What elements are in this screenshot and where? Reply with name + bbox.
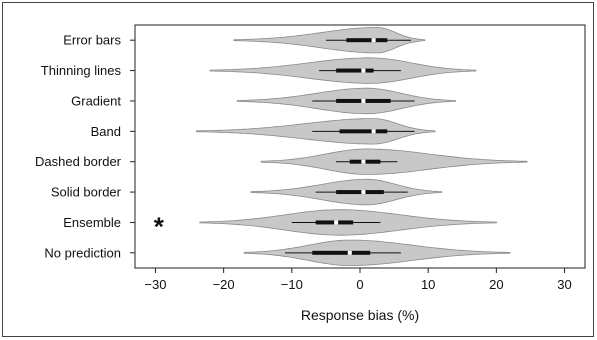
x-tick-label: −30	[144, 277, 166, 292]
x-axis-label: Response bias (%)	[301, 307, 419, 323]
x-tick-label: −10	[281, 277, 303, 292]
median-ensemble	[334, 220, 339, 225]
x-tick-label: −20	[213, 277, 235, 292]
x-tick-label: 20	[489, 277, 503, 292]
x-tick-label: 0	[356, 277, 363, 292]
category-label-gradient: Gradient	[71, 93, 121, 108]
category-label-band: Band	[91, 124, 121, 139]
median-no-prediction	[347, 250, 352, 255]
median-dashed-border	[361, 159, 366, 164]
category-label-solid-border: Solid border	[51, 185, 122, 200]
category-label-thinning-lines: Thinning lines	[41, 63, 122, 78]
median-thinning-lines	[361, 68, 366, 73]
category-labels: Error bars Thinning lines Gradient Band Dash…	[35, 33, 135, 260]
x-axis-ticks: −30 −20 −10 0 10 20 30	[144, 268, 572, 292]
category-label-no-prediction: No prediction	[44, 245, 121, 260]
iqr-box-no-prediction	[312, 250, 371, 255]
iqr-box-band	[339, 129, 388, 134]
significance-marker: *	[154, 211, 165, 241]
category-label-dashed-border: Dashed border	[35, 154, 122, 169]
iqr-box-error-bars	[346, 38, 388, 43]
iqr-box-thinning-lines	[336, 68, 374, 73]
median-solid-border	[361, 190, 366, 195]
median-error-bars	[371, 38, 376, 43]
category-label-ensemble: Ensemble	[63, 215, 121, 230]
median-band	[371, 129, 376, 134]
median-gradient	[361, 98, 366, 103]
figure-frame	[2, 2, 594, 337]
iqr-box-solid-border	[336, 190, 384, 195]
x-tick-label: 30	[557, 277, 571, 292]
category-label-error-bars: Error bars	[63, 33, 121, 48]
violins-group	[196, 26, 528, 267]
x-tick-label: 10	[421, 277, 435, 292]
